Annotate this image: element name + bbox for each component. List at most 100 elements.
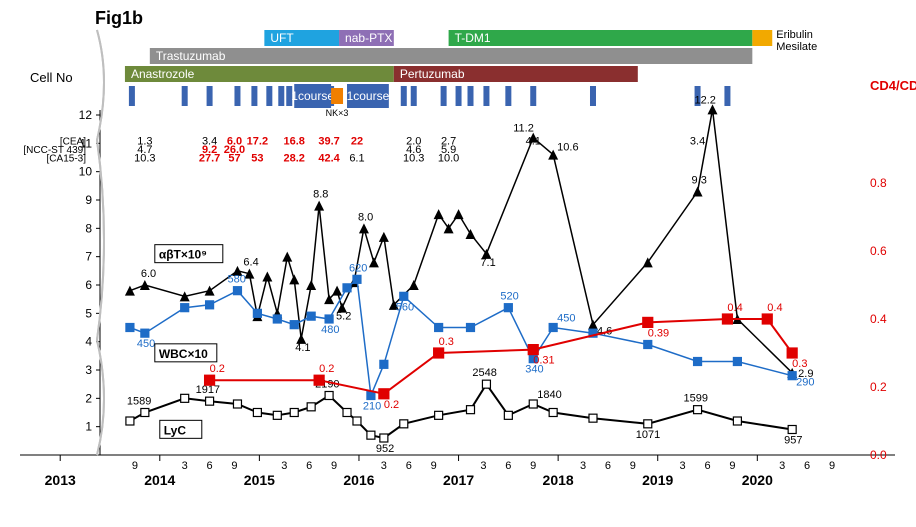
tumor-marker-value: 57 <box>228 153 240 165</box>
y2-tick-label: 0.8 <box>870 176 887 190</box>
event-tick <box>278 86 284 106</box>
series-point-label: 6.0 <box>141 268 156 280</box>
series-marker <box>467 406 475 414</box>
x-year-label: 2013 <box>45 472 76 488</box>
event-tick <box>251 86 257 106</box>
event-tick <box>590 86 596 106</box>
drug-bar <box>449 30 753 46</box>
series-marker <box>643 257 653 267</box>
series-marker <box>233 400 241 408</box>
series-point-label: 957 <box>784 435 802 447</box>
series-marker <box>367 392 375 400</box>
series-point-label: 520 <box>500 291 518 303</box>
series-marker <box>733 358 741 366</box>
series-point-label: 480 <box>321 324 339 336</box>
tumor-marker-value: 22 <box>351 136 363 148</box>
x-minor-label: 6 <box>605 460 611 472</box>
y2-tick-label: 0.2 <box>870 380 887 394</box>
y-tick-label: 4 <box>85 335 92 349</box>
series-marker <box>549 409 557 417</box>
y-tick-label: 12 <box>79 108 93 122</box>
x-minor-label: 3 <box>381 460 387 472</box>
series-marker <box>289 274 299 284</box>
series-point-label: 8.8 <box>313 189 328 201</box>
tumor-marker-value: 17.2 <box>247 136 268 148</box>
event-tick <box>483 86 489 106</box>
y-tick-label: 3 <box>85 363 92 377</box>
series-marker <box>244 269 254 279</box>
event-tick <box>401 86 407 106</box>
series-point-label: 0.2 <box>319 363 334 375</box>
series-marker <box>434 209 444 219</box>
x-minor-label: 3 <box>182 460 188 472</box>
series-point-label: 1840 <box>537 389 561 401</box>
series-point-label: 5.2 <box>336 311 351 323</box>
series-label-text: LyC <box>164 423 187 437</box>
series-point-label: 1071 <box>636 429 660 441</box>
y-tick-label: 6 <box>85 278 92 292</box>
eribulin-label: Mesilate <box>776 41 817 53</box>
series-marker <box>722 314 732 324</box>
series-marker <box>400 292 408 300</box>
y-tick-label: 9 <box>85 193 92 207</box>
series-point-label: 0.31 <box>533 355 554 367</box>
series-marker <box>307 403 315 411</box>
series-marker <box>504 411 512 419</box>
x-year-label: 2019 <box>642 472 673 488</box>
series-marker <box>762 314 772 324</box>
series-marker <box>435 411 443 419</box>
series-marker <box>409 280 419 290</box>
event-tick <box>530 86 536 106</box>
series-marker <box>343 409 351 417</box>
tumor-marker-value: 10.3 <box>403 153 424 165</box>
x-minor-label: 6 <box>804 460 810 472</box>
series-marker <box>306 280 316 290</box>
event-tick <box>182 86 188 106</box>
series-marker <box>369 257 379 267</box>
nk-label: NK×3 <box>326 108 349 118</box>
series-marker <box>444 223 454 233</box>
series-marker <box>325 315 333 323</box>
series-marker <box>694 406 702 414</box>
x-year-label: 2014 <box>144 472 175 488</box>
x-minor-label: 9 <box>630 460 636 472</box>
drug-bar-label: Trastuzumab <box>156 49 226 63</box>
series-marker <box>290 409 298 417</box>
x-minor-label: 9 <box>729 460 735 472</box>
y2-tick-label: 0.4 <box>870 312 887 326</box>
series-marker <box>379 389 389 399</box>
series-point-label: 450 <box>137 338 155 350</box>
series-point-label: 0.2 <box>384 399 399 411</box>
event-tick <box>234 86 240 106</box>
series-point-label: 11.2 <box>513 123 534 135</box>
event-tick <box>411 86 417 106</box>
series-marker <box>644 341 652 349</box>
series-point-label: 0.3 <box>439 336 454 348</box>
series-point-label: 4.1 <box>295 342 310 354</box>
y-tick-label: 10 <box>79 165 93 179</box>
series-marker <box>307 312 315 320</box>
series-marker <box>400 420 408 428</box>
series-marker <box>343 284 351 292</box>
tumor-marker-value: 27.7 <box>199 153 220 165</box>
x-minor-label: 3 <box>680 460 686 472</box>
y-tick-label: 5 <box>85 306 92 320</box>
event-tick <box>724 86 730 106</box>
series-marker <box>528 345 538 355</box>
series-point-label: 560 <box>396 301 414 313</box>
series-marker <box>273 315 281 323</box>
series-line <box>130 279 792 395</box>
y-tick-label: 2 <box>85 391 92 405</box>
series-point-label: 1917 <box>196 384 220 396</box>
x-minor-label: 6 <box>207 460 213 472</box>
series-point-label: 6.4 <box>243 257 258 269</box>
series-marker <box>504 304 512 312</box>
tumor-marker-value: 3.4 <box>690 136 705 148</box>
series-point-label: 9.3 <box>692 175 707 187</box>
x-minor-label: 6 <box>406 460 412 472</box>
x-year-label: 2016 <box>343 472 374 488</box>
series-marker <box>206 301 214 309</box>
series-marker <box>332 286 342 296</box>
series-marker <box>434 348 444 358</box>
x-minor-label: 6 <box>704 460 710 472</box>
